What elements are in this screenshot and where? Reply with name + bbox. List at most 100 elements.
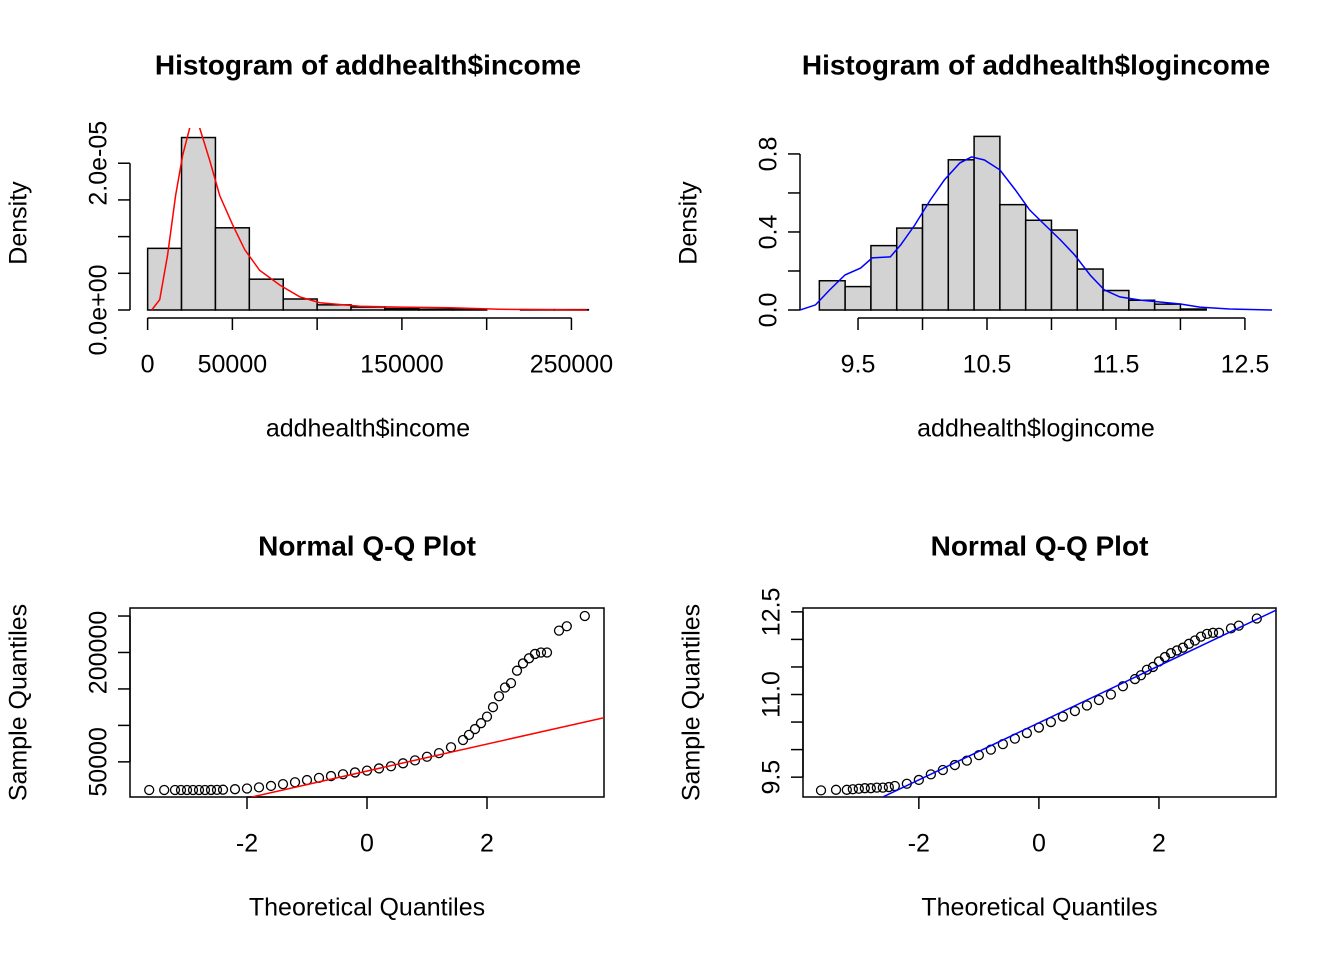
bar [1179,308,1207,311]
point [505,677,517,689]
y-tick-label: 0.0 [755,293,783,328]
bar [1024,219,1053,311]
x-axis-label: Theoretical Quantiles [249,894,485,922]
x-tick-label: -2 [236,830,258,858]
point [1201,628,1213,640]
y-tick-label: 200000 [85,611,113,694]
point [579,610,590,622]
bar [921,203,950,311]
x-tick-label: 150000 [360,351,443,379]
plot-frame [129,607,605,798]
point [205,784,217,796]
qq-line [251,716,604,797]
point [325,770,337,782]
point [229,784,241,795]
bar [1050,229,1079,311]
point [211,784,223,796]
x-tick-label: 2 [1152,830,1166,858]
point [541,647,553,658]
bar [384,307,420,311]
density-line [151,128,588,311]
point [337,769,349,780]
bar [870,244,898,311]
point [169,784,181,796]
point [1093,694,1105,706]
point [815,785,827,796]
bar [418,308,454,311]
x-tick-label: 2 [480,830,494,858]
point [253,782,265,793]
point [841,784,852,795]
point [217,784,229,795]
x-tick-label: 11.5 [1093,351,1140,379]
point [1165,648,1177,659]
point [553,625,565,636]
point [241,783,253,794]
y-tick-label: 2.0e-05 [85,121,113,206]
point [463,729,475,741]
point [859,783,870,794]
x-tick-label: 12.5 [1221,351,1270,379]
point [853,783,864,794]
y-tick-label: 0.4 [755,215,783,250]
y-axis-label: Density [5,181,33,265]
point [277,778,289,790]
point [481,711,493,722]
density-line [800,156,1272,311]
point [865,783,876,794]
point [925,769,937,780]
y-tick-label: 12.5 [758,588,786,637]
bar [973,135,1001,311]
point [1251,613,1262,624]
x-tick-label: 0 [1032,830,1046,858]
point [830,784,842,795]
bar [999,203,1027,311]
point [457,734,469,746]
y-tick-label: 0.0e+00 [85,264,113,355]
point [1105,689,1117,700]
point [409,755,421,766]
chart-title: Histogram of addhealth$logincome [802,49,1270,80]
qq-line [882,609,1276,797]
y-tick-label: 50000 [85,727,113,797]
bar [895,227,924,311]
point [961,755,973,766]
x-tick-label: 50000 [198,351,268,379]
point [159,784,170,796]
y-tick-label: 9.5 [758,760,786,795]
x-tick-label: 0 [360,830,374,858]
point [499,682,511,693]
y-axis-label: Density [675,181,703,265]
x-tick-label: 250000 [530,351,613,379]
point [877,782,888,793]
point [265,780,277,792]
point [561,621,572,632]
bar [146,247,183,311]
bar [1153,303,1182,311]
point [493,691,505,702]
y-axis-label: Sample Quantiles [5,604,33,801]
x-tick-label: 0 [141,351,155,379]
point [913,774,924,786]
point [1081,700,1093,711]
point [535,647,547,658]
bar [1102,289,1130,311]
point [871,782,882,793]
chart-title: Normal Q-Q Plot [258,530,476,561]
point [847,784,858,795]
point [523,653,535,664]
point [289,777,301,788]
point [475,718,487,729]
point [469,723,481,735]
point [175,784,187,796]
point [1117,681,1129,692]
point [517,658,529,669]
point [529,648,541,660]
bar [350,306,386,311]
point [373,763,385,774]
x-axis-label: addhealth$logincome [917,415,1155,443]
bar [180,136,217,311]
point [1171,645,1183,656]
chart-title: Normal Q-Q Plot [931,530,1149,561]
